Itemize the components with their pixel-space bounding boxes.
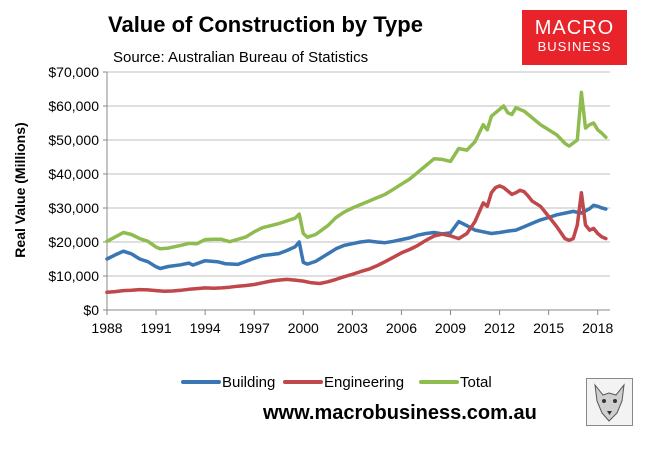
x-tick-label: 2009 <box>435 320 466 336</box>
x-tick-label: 1988 <box>91 320 122 336</box>
x-tick-label: 2006 <box>386 320 417 336</box>
y-tick-label: $20,000 <box>48 234 99 250</box>
legend-label-building: Building <box>222 374 275 391</box>
x-tick-labels: 1988 1991 1994 1997 2000 2003 2006 2009 2012 2015… <box>91 320 613 336</box>
y-tick-label: $50,000 <box>48 132 99 148</box>
x-tick-label: 1997 <box>239 320 270 336</box>
y-axis-label: Real Value (Millions) <box>12 122 28 257</box>
x-tick-label: 2018 <box>582 320 613 336</box>
axes <box>103 71 610 315</box>
chart-title: Value of Construction by Type <box>108 12 423 37</box>
legend-label-engineering: Engineering <box>324 374 404 391</box>
series-lines <box>105 90 608 295</box>
x-tick-label: 1994 <box>190 320 221 336</box>
logo-line-2: BUSINESS <box>537 39 612 54</box>
x-tick-label: 2000 <box>288 320 319 336</box>
y-tick-label: $60,000 <box>48 98 99 114</box>
chart-source: Source: Australian Bureau of Statistics <box>113 49 369 66</box>
y-tick-label: $0 <box>83 302 99 318</box>
y-tick-label: $40,000 <box>48 166 99 182</box>
wolf-logo-icon <box>586 378 633 426</box>
series-line-building <box>105 203 608 271</box>
x-tick-label: 1991 <box>140 320 171 336</box>
y-tick-label: $70,000 <box>48 64 99 80</box>
legend: Building Engineering Total <box>181 374 492 391</box>
website-url[interactable]: www.macrobusiness.com.au <box>263 402 537 424</box>
x-tick-label: 2003 <box>337 320 368 336</box>
y-tick-label: $30,000 <box>48 200 99 216</box>
y-tick-labels: $0 $10,000 $20,000 $30,000 $40,000 $50,000 $60… <box>48 64 99 318</box>
macrobusiness-logo[interactable]: MACRO BUSINESS <box>522 10 627 65</box>
x-tick-label: 2015 <box>533 320 564 336</box>
y-tick-label: $10,000 <box>48 268 99 284</box>
legend-label-total: Total <box>460 374 492 391</box>
series-line-engineering <box>105 184 608 295</box>
x-tick-label: 2012 <box>484 320 515 336</box>
series-line-total <box>105 90 608 251</box>
logo-line-1: MACRO <box>534 17 615 39</box>
